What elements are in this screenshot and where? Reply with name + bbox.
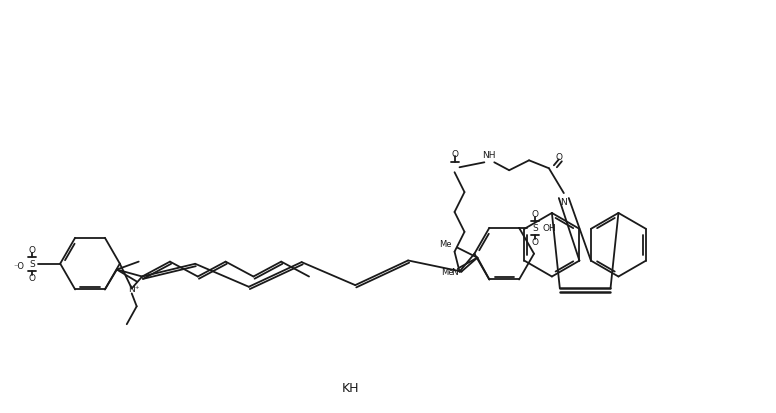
- Text: N⁺: N⁺: [128, 284, 140, 293]
- Text: Me: Me: [442, 267, 454, 276]
- Text: NH: NH: [483, 150, 496, 159]
- Text: O: O: [556, 152, 563, 161]
- Text: O: O: [29, 273, 36, 282]
- Text: O: O: [532, 238, 539, 247]
- Text: ⁻O: ⁻O: [13, 261, 24, 271]
- Text: O: O: [451, 150, 458, 159]
- Text: N: N: [560, 197, 567, 206]
- Text: KH: KH: [341, 381, 359, 394]
- Text: N: N: [451, 267, 458, 276]
- Text: OH: OH: [542, 224, 556, 233]
- Text: O: O: [29, 246, 36, 254]
- Text: O: O: [532, 210, 539, 219]
- Text: S: S: [29, 259, 35, 268]
- Text: Me: Me: [439, 240, 452, 249]
- Text: S: S: [532, 224, 538, 233]
